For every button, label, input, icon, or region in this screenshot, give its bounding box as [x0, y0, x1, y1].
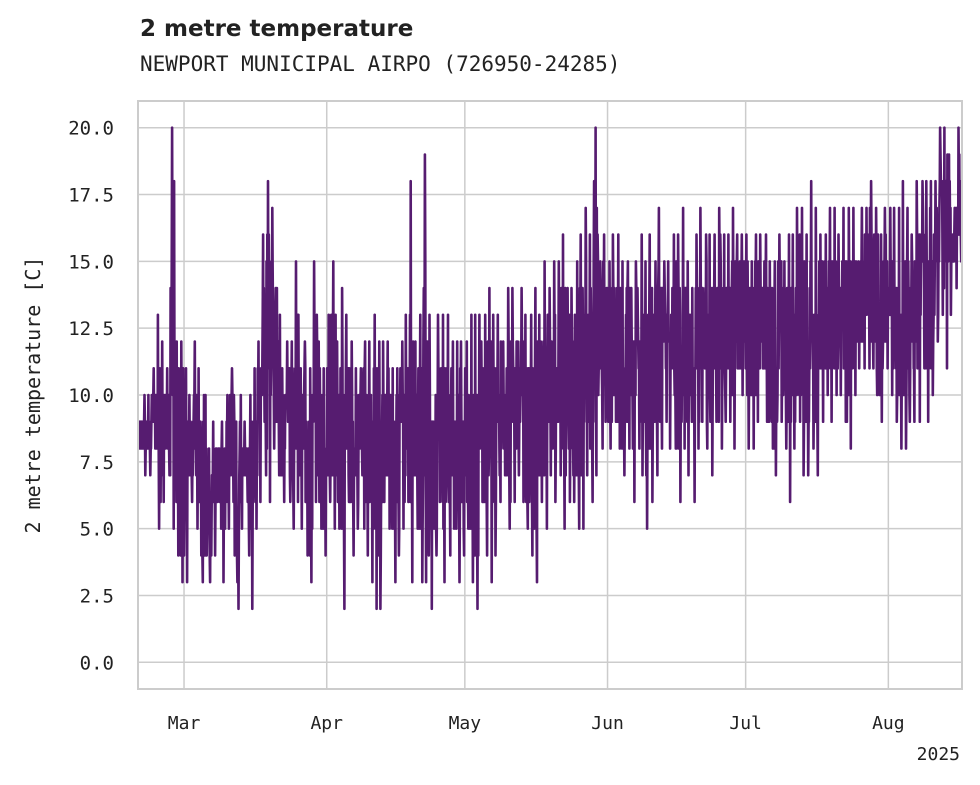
y-tick-label: 15.0 [68, 251, 114, 273]
y-tick-label: 17.5 [68, 185, 114, 207]
x-tick-labels: Mar Apr May Jun Jul Aug [168, 713, 905, 734]
plot-frame [137, 100, 963, 690]
y-tick-label: 20.0 [68, 118, 114, 140]
y-tick-label: 12.5 [68, 318, 114, 340]
x-tick-label: May [449, 713, 482, 734]
y-tick-label: 7.5 [80, 452, 114, 474]
y-tick-labels: 0.0 2.5 5.0 7.5 10.0 12.5 15.0 17.5 20.0 [68, 118, 114, 675]
x-tick-label: Mar [168, 713, 201, 734]
x-tick-label: Jul [729, 713, 762, 734]
x-tick-label: Apr [310, 713, 343, 734]
y-tick-label: 2.5 [80, 585, 114, 607]
temperature-series-line [137, 126, 963, 611]
chart-subtitle: NEWPORT MUNICIPAL AIRPO (726950-24285) [140, 52, 621, 76]
y-tick-label: 0.0 [80, 652, 114, 674]
x-tick-label: Aug [872, 713, 905, 734]
x-axis-year-label: 2025 [917, 744, 960, 765]
y-tick-label: 5.0 [80, 519, 114, 541]
series-layer [137, 126, 963, 611]
y-axis-label: 2 metre temperature [C] [21, 257, 45, 534]
chart-title: 2 metre temperature [140, 16, 414, 42]
y-tick-label: 10.0 [68, 385, 114, 407]
x-tick-label: Jun [591, 713, 624, 734]
